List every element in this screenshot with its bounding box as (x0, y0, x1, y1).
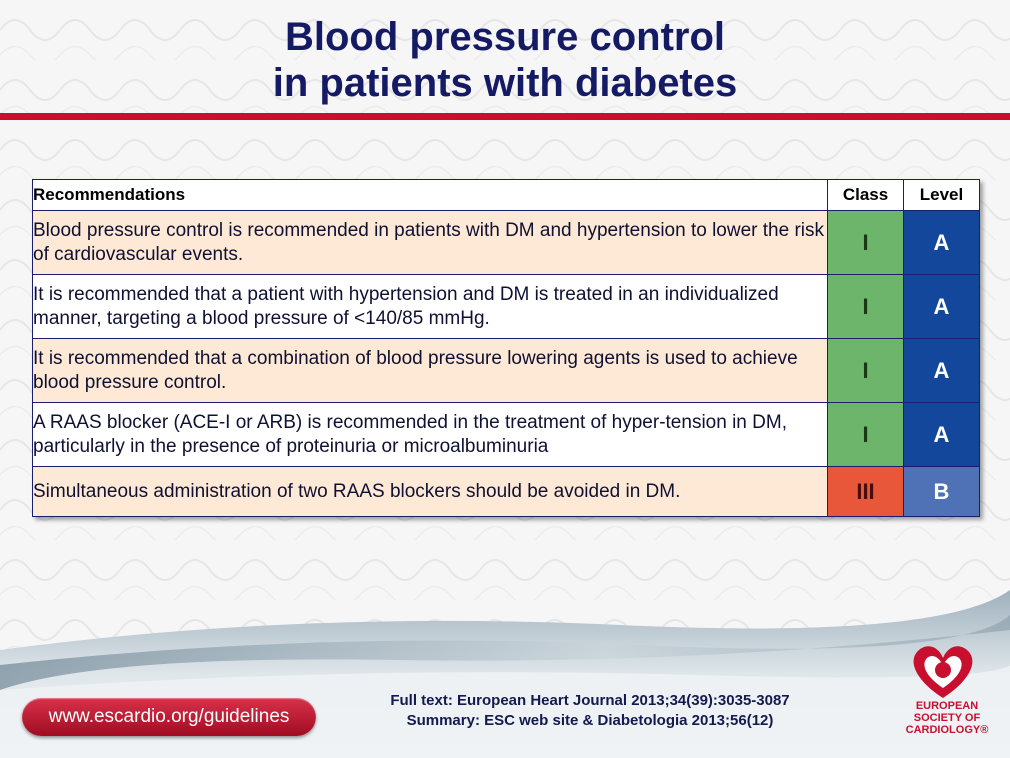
summary-reference: Summary: ESC web site & Diabetologia 201… (406, 712, 774, 729)
table-row: Simultaneous administration of two RAAS … (32, 466, 980, 517)
table-header-row: Recommendations Class Level (32, 179, 980, 211)
title-divider (0, 113, 1010, 120)
reference-citations: Full text: European Heart Journal 2013;3… (340, 691, 840, 731)
title-line-2: in patients with diabetes (272, 61, 738, 105)
recommendation-text: A RAAS blocker (ACE-I or ARB) is recomme… (32, 402, 828, 467)
logo-line-2: SOCIETY OF (913, 712, 981, 724)
logo-line-1: EUROPEAN (915, 700, 979, 712)
full-text-reference: Full text: European Heart Journal 2013;3… (390, 692, 790, 709)
esc-logo-wordmark: EUROPEAN SOCIETY OF CARDIOLOGY® (902, 700, 992, 736)
level-badge: B (903, 466, 980, 517)
table-row: A RAAS blocker (ACE-I or ARB) is recomme… (32, 402, 980, 467)
slide-title: Blood pressure control in patients with … (0, 14, 1010, 106)
header-recommendations: Recommendations (32, 179, 828, 211)
class-badge: I (827, 210, 904, 275)
logo-line-3: CARDIOLOGY® (905, 724, 989, 736)
level-badge: A (903, 402, 980, 467)
table-row: It is recommended that a combination of … (32, 338, 980, 403)
title-line-1: Blood pressure control (284, 15, 726, 59)
esc-heart-logo-icon (913, 646, 973, 698)
recommendations-table: Recommendations Class Level Blood pressu… (32, 179, 980, 517)
class-badge: I (827, 274, 904, 339)
recommendation-text: Simultaneous administration of two RAAS … (32, 466, 828, 517)
level-badge: A (903, 274, 980, 339)
recommendation-text: Blood pressure control is recommended in… (32, 210, 828, 275)
guidelines-url-button[interactable]: www.escardio.org/guidelines (22, 698, 316, 736)
table-row: Blood pressure control is recommended in… (32, 210, 980, 275)
recommendation-text: It is recommended that a patient with hy… (32, 274, 828, 339)
class-badge: III (827, 466, 904, 517)
class-badge: I (827, 338, 904, 403)
table-row: It is recommended that a patient with hy… (32, 274, 980, 339)
class-badge: I (827, 402, 904, 467)
level-badge: A (903, 338, 980, 403)
level-badge: A (903, 210, 980, 275)
header-class: Class (827, 179, 904, 211)
header-level: Level (903, 179, 980, 211)
recommendation-text: It is recommended that a combination of … (32, 338, 828, 403)
